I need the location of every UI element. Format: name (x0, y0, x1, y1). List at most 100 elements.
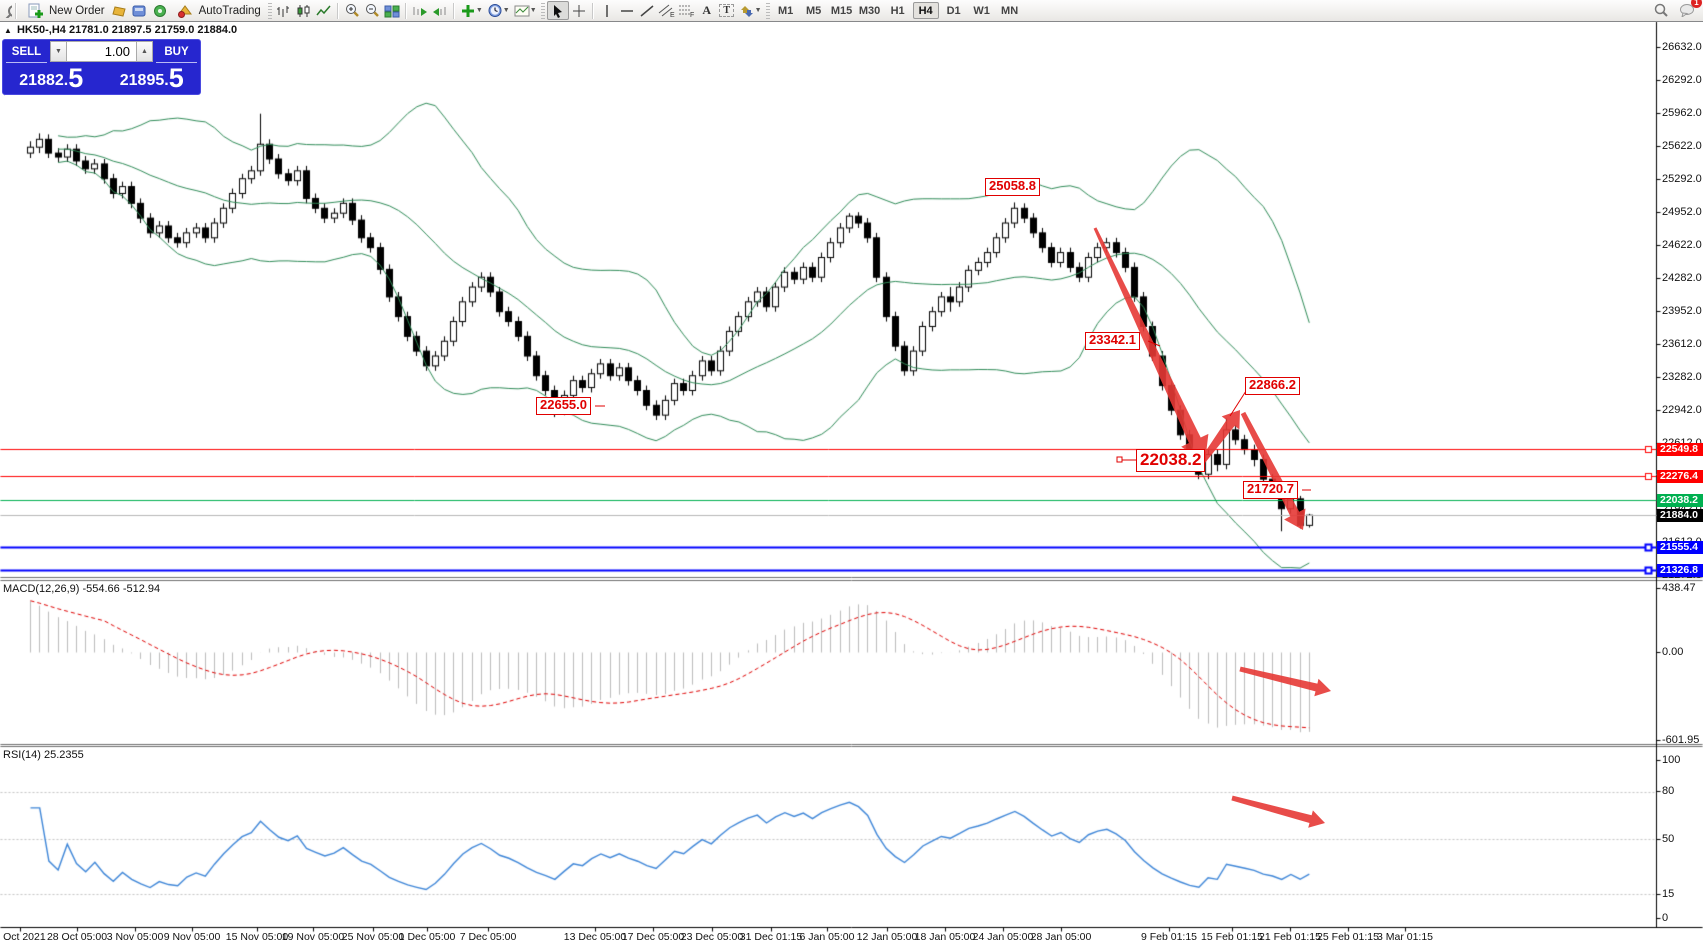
date-tick-label: 7 Dec 05:00 (459, 931, 517, 943)
new-order-button[interactable]: New Order (20, 1, 110, 20)
print-preview-icon[interactable] (0, 2, 12, 20)
volume-input[interactable] (67, 41, 136, 62)
tile-windows-icon[interactable] (382, 2, 402, 20)
timeframe-d1[interactable]: D1 (941, 2, 967, 19)
price-annotation[interactable]: 23342.1 (1085, 332, 1140, 350)
date-tick-label: 3 Nov 05:00 (106, 931, 164, 943)
price-annotation[interactable]: 25058.8 (985, 178, 1040, 196)
zoom-out-icon[interactable] (362, 2, 382, 20)
timeframe-w1[interactable]: W1 (969, 2, 995, 19)
macd-axis-tick: 438.47 (1662, 582, 1696, 594)
symbol-ohlc-line: ▲ HK50-,H4 21781.0 21897.5 21759.0 21884… (4, 24, 237, 36)
vertical-line-icon[interactable] (597, 2, 617, 20)
symbol-collapse-icon[interactable]: ▲ (4, 26, 12, 35)
macd-axis-tick: -601.95 (1662, 734, 1700, 746)
date-tick-label: 24 Jan 05:00 (972, 931, 1034, 943)
timeframe-mn[interactable]: MN (997, 2, 1023, 19)
price-annotation[interactable]: 22655.0 (536, 397, 591, 415)
periods-icon[interactable] (485, 2, 505, 20)
cursor-icon[interactable] (546, 1, 569, 20)
sell-button[interactable]: SELL (3, 40, 50, 63)
fibonacci-icon[interactable]: F (677, 2, 697, 20)
chat-icon[interactable]: 1 (1677, 0, 1702, 19)
price-tick: 23612.0 (1662, 338, 1702, 351)
price-tick: 25292.0 (1662, 172, 1702, 185)
axis-price-tag: 21555.4 (1657, 541, 1703, 555)
text-label-icon[interactable]: T (717, 2, 737, 20)
auto-scroll-icon[interactable] (410, 2, 430, 20)
price-tick: 24622.0 (1662, 238, 1702, 251)
date-tick-label: 6 Jan 05:00 (799, 931, 855, 943)
new-order-icon (25, 2, 45, 20)
price-tick: 22942.0 (1662, 404, 1702, 417)
candlestick-chart-icon[interactable] (294, 2, 314, 20)
volume-increase-button[interactable]: ▲ (136, 41, 153, 62)
price-annotation[interactable]: 22866.2 (1245, 377, 1300, 395)
timeframe-m1[interactable]: M1 (773, 2, 799, 19)
price-tick: 24282.0 (1662, 272, 1702, 285)
date-tick-label: 28 Jan 05:00 (1030, 931, 1092, 943)
date-tick-label: 9 Feb 01:15 (1140, 931, 1198, 943)
price-tick: 25622.0 (1662, 140, 1702, 153)
timeframe-h1[interactable]: H1 (885, 2, 911, 19)
symbol-ohlc-values: 21781.0 21897.5 21759.0 21884.0 (68, 24, 238, 36)
price-tick: 25962.0 (1662, 106, 1702, 119)
templates-icon[interactable] (512, 2, 532, 20)
axis-price-tag: 22549.8 (1657, 443, 1703, 457)
buy-button[interactable]: BUY (153, 40, 200, 63)
timeframe-h4[interactable]: H4 (912, 2, 939, 19)
notification-badge: 1 (1691, 0, 1702, 8)
volume-decrease-button[interactable]: ▼ (50, 41, 67, 62)
price-tick: 23282.0 (1662, 370, 1702, 383)
crosshair-icon[interactable] (569, 2, 589, 20)
trendline-icon[interactable] (637, 2, 657, 20)
buy-price[interactable]: 21895.5 (119, 63, 184, 93)
arrows-icon[interactable] (737, 2, 757, 20)
line-chart-icon[interactable] (314, 2, 334, 20)
date-tick-label: 13 Dec 05:00 (563, 931, 627, 943)
axis-price-tag: 22276.4 (1657, 470, 1703, 484)
date-tick-label: 12 Jan 05:00 (856, 931, 918, 943)
date-tick-label: 2 Oct 2021 (0, 931, 46, 943)
svg-text:F: F (690, 12, 694, 18)
autotrading-button[interactable]: AutoTrading (170, 1, 266, 20)
text-icon[interactable]: A (702, 3, 711, 17)
equidistant-channel-icon[interactable]: E (657, 2, 677, 20)
price-annotation[interactable]: 21720.7 (1243, 481, 1298, 499)
axis-price-tag: 21884.0 (1657, 508, 1703, 522)
sell-price[interactable]: 21882.5 (19, 63, 84, 93)
date-tick-label: 31 Dec 01:15 (739, 931, 803, 943)
price-annotation[interactable]: 22038.2 (1136, 449, 1206, 472)
new-order-label: New Order (49, 4, 105, 17)
date-tick-label: 25 Feb 01:15 (1317, 931, 1379, 943)
timeframe-m15[interactable]: M15 (829, 2, 855, 19)
date-tick-label: 15 Nov 05:00 (225, 931, 289, 943)
profiles-icon[interactable] (130, 2, 150, 20)
search-icon[interactable] (1651, 1, 1671, 19)
rsi-axis-tick: 0 (1662, 912, 1669, 924)
timeframe-m5[interactable]: M5 (801, 2, 827, 19)
rsi-label: RSI(14) 25.2355 (3, 749, 84, 761)
zoom-in-icon[interactable] (342, 2, 362, 20)
one-click-trading-panel: SELL ▼ ▲ BUY 21882.5 21895.5 (2, 39, 201, 95)
date-tick-label: 28 Oct 05:00 (46, 931, 108, 943)
timeframe-m30[interactable]: M30 (857, 2, 883, 19)
signals-icon[interactable] (150, 2, 170, 20)
symbol-name: HK50-,H4 (16, 24, 66, 36)
rsi-axis-tick: 15 (1662, 888, 1675, 900)
bar-chart-icon[interactable] (274, 2, 294, 20)
new-chart-icon[interactable] (110, 2, 130, 20)
date-tick-label: 15 Feb 01:15 (1201, 931, 1263, 943)
axis-price-tag: 22038.2 (1657, 493, 1703, 507)
price-tick: 24952.0 (1662, 206, 1702, 219)
indicators-icon[interactable] (458, 2, 478, 20)
date-tick-label: 3 Mar 01:15 (1376, 931, 1434, 943)
horizontal-line-icon[interactable] (617, 2, 637, 20)
macd-axis-tick: 0.00 (1662, 646, 1684, 658)
chart-shift-icon[interactable] (430, 2, 450, 20)
toolbar: New Order AutoTrading (0, 0, 1703, 22)
price-tick: 26292.0 (1662, 74, 1702, 87)
date-tick-label: 19 Nov 05:00 (281, 931, 345, 943)
